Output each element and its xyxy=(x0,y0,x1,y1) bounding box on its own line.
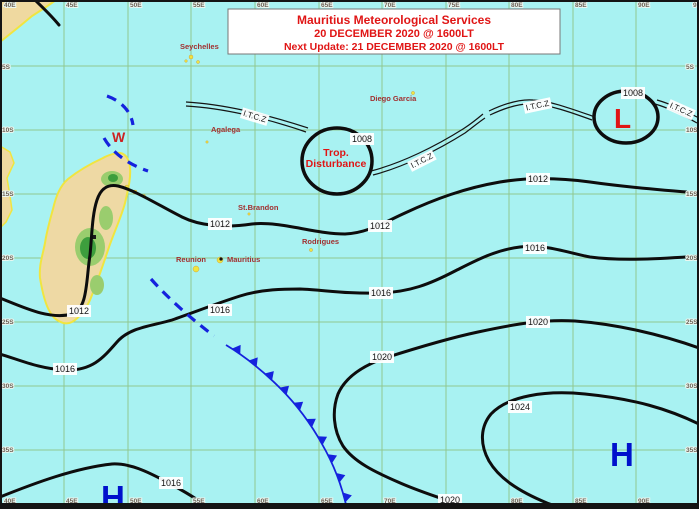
lat-label: 15S xyxy=(686,191,698,198)
lon-label: 75E xyxy=(448,2,460,9)
place-reunion: Reunion xyxy=(176,255,206,264)
lat-label: 30S xyxy=(2,383,14,390)
place-diego-garcia: Diego Garcia xyxy=(370,94,417,103)
lon-label: 40E xyxy=(4,2,16,9)
low-pressure-marker: L xyxy=(614,103,631,134)
lon-label: 55E xyxy=(193,2,205,9)
trop-disturbance-circle xyxy=(300,126,374,196)
trough-west-lower xyxy=(102,137,149,173)
lon-label: 90E xyxy=(638,498,650,505)
isobar-1016-southwest xyxy=(0,462,212,509)
isobar-label-1020: 1020 xyxy=(528,317,548,327)
title-box: Mauritius Meteorological Services 20 DEC… xyxy=(227,8,561,55)
isobar-label-1020: 1020 xyxy=(372,352,392,362)
isobar-label-1016: 1016 xyxy=(525,243,545,253)
lon-label: 55E xyxy=(193,498,205,505)
lat-label: 10S xyxy=(2,127,14,134)
title-line3: Next Update: 21 DECEMBER 2020 @ 1600LT xyxy=(284,41,505,53)
lon-label: 80E xyxy=(511,498,523,505)
place-st-brandon: St.Brandon xyxy=(238,203,279,212)
lon-label: 45E xyxy=(66,2,78,9)
trough-southeast xyxy=(149,277,215,338)
lon-label: 50E xyxy=(130,2,142,9)
isobar-1016-main xyxy=(0,244,699,372)
isobar-label-1020: 1020 xyxy=(440,495,460,505)
mauritius-dot xyxy=(219,257,223,261)
lon-label: 65E xyxy=(321,498,333,505)
high-pressure-marker-southeast: H xyxy=(610,436,634,473)
place-rodrigues: Rodrigues xyxy=(302,237,339,246)
lat-label: 25S xyxy=(686,319,698,326)
lon-label: 60E xyxy=(257,498,269,505)
lat-label: 30S xyxy=(686,383,698,390)
trough-lines xyxy=(102,94,215,338)
lon-label: 80E xyxy=(511,2,523,9)
lon-label: 40E xyxy=(4,498,16,505)
lon-label: 50E xyxy=(130,498,142,505)
title-line2: 20 DECEMBER 2020 @ 1600LT xyxy=(314,28,474,40)
lon-label: 70E xyxy=(384,498,396,505)
lat-label: 35S xyxy=(686,447,698,454)
lat-label: 5S xyxy=(2,64,11,71)
map-bottom-border xyxy=(0,504,699,509)
isobar-label-1012: 1012 xyxy=(528,174,548,184)
lon-label: 85E xyxy=(575,498,587,505)
lon-label: 45E xyxy=(66,498,78,505)
lon-label: 85E xyxy=(575,2,587,9)
trop-disturbance-label-line1: Trop. xyxy=(323,147,349,159)
trough-w-marker: W xyxy=(112,129,126,145)
cold-front-line xyxy=(225,344,348,509)
lat-label: 5S xyxy=(686,64,695,71)
place-labels: Seychelles Agalega Diego Garcia St.Brand… xyxy=(176,42,417,264)
lon-label: 95E xyxy=(693,2,699,9)
lat-label: 15S xyxy=(2,191,14,198)
isobar-label-1008: 1008 xyxy=(623,88,643,98)
isobar-label-1012: 1012 xyxy=(69,306,89,316)
isobar-label-1024: 1024 xyxy=(510,402,530,412)
place-agalega: Agalega xyxy=(211,125,241,134)
isobar-value-labels: 1008 1008 1012 1012 1012 1012 1016 1016 … xyxy=(52,87,646,506)
lat-label: 10S xyxy=(686,127,698,134)
pressure-systems: W L H H Trop. Disturbance xyxy=(101,103,634,509)
lon-label: 90E xyxy=(638,2,650,9)
isobar-label-1016: 1016 xyxy=(210,305,230,315)
isobar-label-1012: 1012 xyxy=(210,219,230,229)
lon-label: 65E xyxy=(321,2,333,9)
lat-label: 35S xyxy=(2,447,14,454)
lat-label: 20S xyxy=(2,255,14,262)
place-mauritius: Mauritius xyxy=(227,255,260,264)
trop-disturbance-label-line2: Disturbance xyxy=(306,158,367,170)
lat-label: 20S xyxy=(686,255,698,262)
high-pressure-marker-southwest: H xyxy=(101,479,125,509)
isobar-label-1016: 1016 xyxy=(55,364,75,374)
lat-label: 25S xyxy=(2,319,14,326)
isobar-label-1016: 1016 xyxy=(161,478,181,488)
title-line1: Mauritius Meteorological Services xyxy=(297,13,491,27)
lon-label: 60E xyxy=(257,2,269,9)
africa-coast xyxy=(0,0,56,42)
city-dot xyxy=(92,235,96,239)
cold-front-triangles xyxy=(232,344,352,503)
isobar-label-1012: 1012 xyxy=(370,221,390,231)
isobar-label-1008: 1008 xyxy=(352,134,372,144)
trough-west-upper xyxy=(106,94,135,126)
lon-label: 70E xyxy=(384,2,396,9)
place-seychelles: Seychelles xyxy=(180,42,219,51)
isobar-label-1016: 1016 xyxy=(371,288,391,298)
landmasses xyxy=(0,0,415,325)
